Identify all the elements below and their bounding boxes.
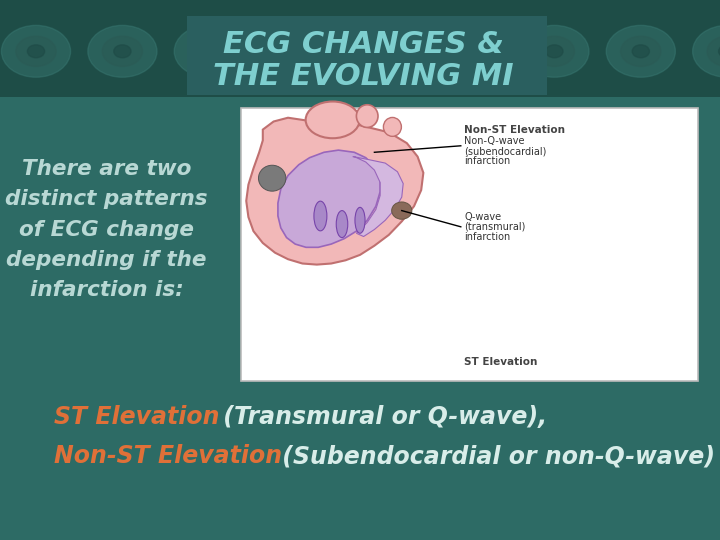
Bar — [0, 0, 720, 97]
Circle shape — [200, 45, 217, 58]
FancyBboxPatch shape — [187, 16, 547, 94]
Circle shape — [632, 45, 649, 58]
Circle shape — [546, 45, 563, 58]
Ellipse shape — [306, 102, 360, 138]
Circle shape — [361, 36, 402, 66]
Circle shape — [459, 45, 477, 58]
Circle shape — [719, 45, 720, 58]
Text: Non-ST Elevation: Non-ST Elevation — [464, 125, 565, 134]
Text: Non-Q-wave: Non-Q-wave — [464, 137, 525, 146]
Polygon shape — [353, 157, 403, 237]
Text: (Subendocardial or non-Q-wave): (Subendocardial or non-Q-wave) — [274, 444, 714, 468]
Circle shape — [16, 36, 56, 66]
Bar — [241, 108, 698, 381]
Text: ST Elevation: ST Elevation — [464, 357, 538, 367]
Text: Non-ST Elevation: Non-ST Elevation — [54, 444, 282, 468]
Ellipse shape — [392, 202, 412, 219]
Text: Q-wave: Q-wave — [464, 212, 502, 222]
Circle shape — [448, 36, 488, 66]
Polygon shape — [278, 150, 380, 247]
Ellipse shape — [314, 201, 327, 231]
Polygon shape — [246, 118, 423, 265]
Circle shape — [534, 36, 575, 66]
Circle shape — [261, 25, 330, 77]
Text: There are two
distinct patterns
of ECG change
depending if the
infarction is:: There are two distinct patterns of ECG c… — [5, 159, 208, 300]
Circle shape — [693, 25, 720, 77]
Text: infarction: infarction — [464, 156, 510, 166]
Circle shape — [88, 25, 157, 77]
Circle shape — [189, 36, 229, 66]
Circle shape — [27, 45, 45, 58]
Ellipse shape — [336, 211, 348, 238]
Circle shape — [1, 25, 71, 77]
Circle shape — [275, 36, 315, 66]
Text: ST Elevation: ST Elevation — [54, 405, 220, 429]
Circle shape — [606, 25, 675, 77]
Circle shape — [347, 25, 416, 77]
Circle shape — [621, 36, 661, 66]
Text: ECG CHANGES &: ECG CHANGES & — [223, 30, 504, 59]
Circle shape — [287, 45, 304, 58]
Ellipse shape — [384, 117, 402, 136]
Circle shape — [114, 45, 131, 58]
Circle shape — [520, 25, 589, 77]
Circle shape — [102, 36, 143, 66]
Ellipse shape — [355, 207, 365, 233]
Ellipse shape — [356, 105, 378, 127]
Circle shape — [373, 45, 390, 58]
Text: infarction: infarction — [464, 232, 510, 241]
Text: (subendocardial): (subendocardial) — [464, 146, 546, 156]
Text: (Transmural or Q-wave),: (Transmural or Q-wave), — [215, 405, 546, 429]
Ellipse shape — [258, 165, 286, 191]
Text: THE EVOLVING MI: THE EVOLVING MI — [213, 62, 514, 91]
Text: (transmural): (transmural) — [464, 222, 526, 232]
Circle shape — [707, 36, 720, 66]
Circle shape — [433, 25, 503, 77]
Circle shape — [174, 25, 243, 77]
